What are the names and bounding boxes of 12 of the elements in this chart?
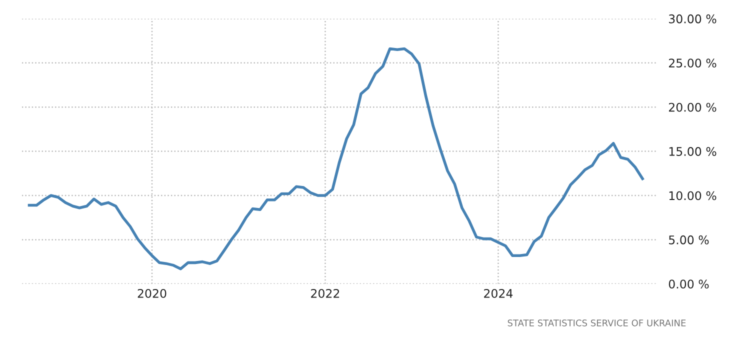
- y-tick-label: 20.00 %: [668, 102, 716, 112]
- y-tick-label: 10.00 %: [669, 191, 716, 200]
- x-tick-label: 2020: [138, 288, 166, 298]
- y-tick-label: 30.00 %: [669, 14, 716, 24]
- y-tick-label: 0.00 %: [668, 280, 709, 289]
- y-tick-label: 15.00 %: [669, 147, 716, 156]
- y-tick-label: 25.00 %: [668, 58, 716, 68]
- x-tick-label: 2024: [484, 288, 513, 298]
- y-tick-label: 5.00 %: [669, 235, 709, 244]
- text: STATE STATISTICS SERVICE OF UKRAINE: [508, 320, 686, 326]
- x-tick-label: 2022: [311, 288, 340, 298]
- line-series: [28, 47, 644, 270]
